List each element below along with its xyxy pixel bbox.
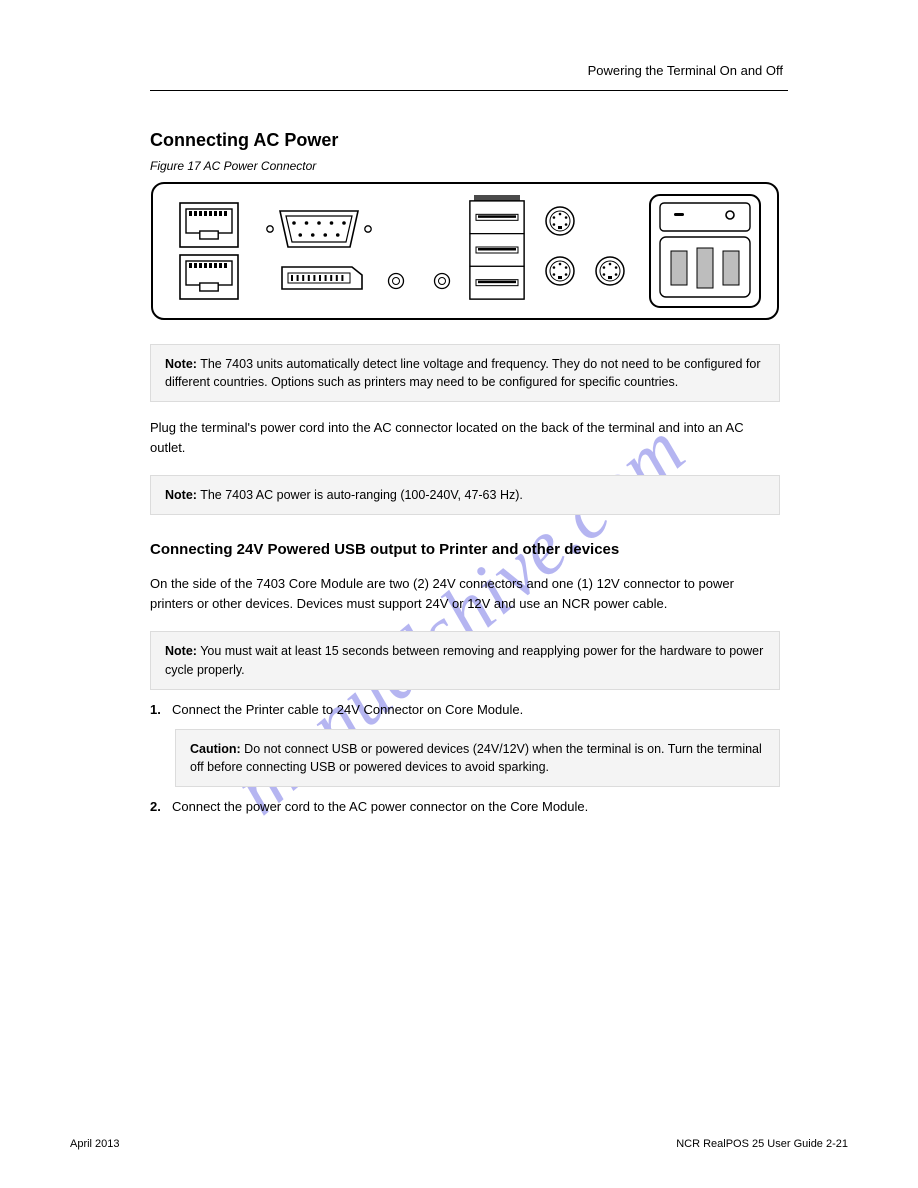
figure-caption: Figure 17 AC Power Connector <box>150 159 848 173</box>
caution-text: Do not connect USB or powered devices (2… <box>190 742 762 774</box>
body-paragraph-connectors: On the side of the 7403 Core Module are … <box>150 574 780 613</box>
step-number: 1. <box>150 700 172 720</box>
step-text: Connect the power cord to the AC power c… <box>172 799 588 814</box>
page-content: Powering the Terminal On and Off Connect… <box>0 0 918 857</box>
footer-left: April 2013 <box>70 1138 120 1150</box>
header-rule <box>150 90 788 91</box>
step-text: Connect the Printer cable to 24V Connect… <box>172 702 523 717</box>
note-label: Note: <box>165 644 197 658</box>
note-label: Note: <box>165 357 197 371</box>
page-footer: April 2013 NCR RealPOS 25 User Guide 2-2… <box>70 1138 848 1150</box>
subsection-title: Connecting 24V Powered USB output to Pri… <box>150 541 848 558</box>
note-text: You must wait at least 15 seconds betwee… <box>165 644 763 676</box>
footer-right: NCR RealPOS 25 User Guide 2-21 <box>676 1138 848 1150</box>
note-text: The 7403 AC power is auto-ranging (100-2… <box>197 488 523 502</box>
section-title: Connecting AC Power <box>150 130 848 151</box>
caution-box: Caution: Do not connect USB or powered d… <box>175 729 780 787</box>
body-paragraph-plug: Plug the terminal's power cord into the … <box>150 418 780 457</box>
note-text: The 7403 units automatically detect line… <box>165 357 761 389</box>
step-2: 2.Connect the power cord to the AC power… <box>150 797 780 817</box>
note-label: Note: <box>165 488 197 502</box>
running-header: Powering the Terminal On and Off <box>588 63 783 78</box>
caution-label: Caution: <box>190 742 241 756</box>
note-box-autorange: Note: The 7403 AC power is auto-ranging … <box>150 475 780 515</box>
note-box-powercycle: Note: You must wait at least 15 seconds … <box>150 631 780 689</box>
rear-panel-diagram <box>150 181 780 326</box>
step-1: 1.Connect the Printer cable to 24V Conne… <box>150 700 780 720</box>
step-number: 2. <box>150 797 172 817</box>
note-box-voltage-detect: Note: The 7403 units automatically detec… <box>150 344 780 402</box>
